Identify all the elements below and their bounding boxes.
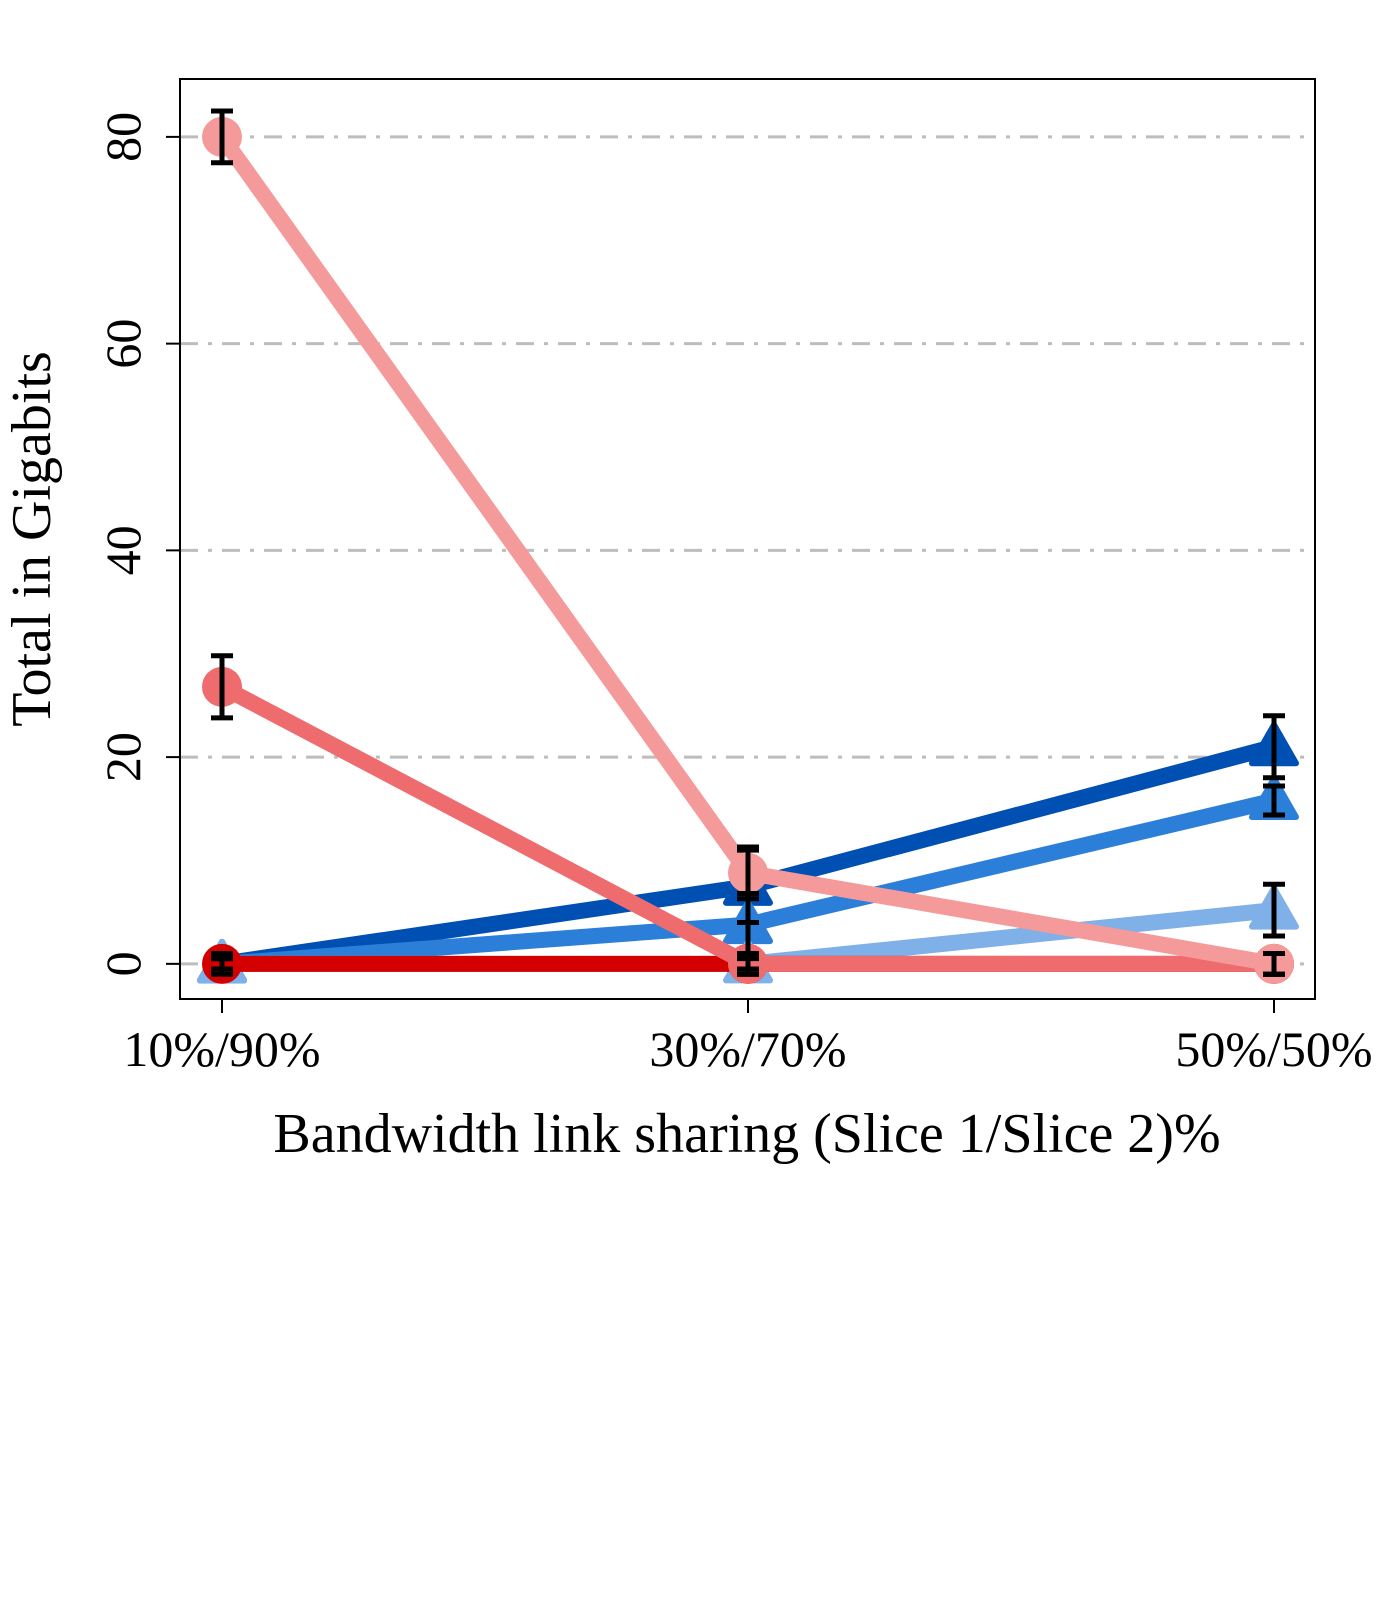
y-tick-label: 20 <box>95 732 151 782</box>
y-tick-label: 0 <box>95 951 151 976</box>
error-bars <box>211 108 1285 977</box>
error-bar <box>1263 783 1285 818</box>
error-bar <box>211 108 233 166</box>
y-axis-title: Total in Gigabits <box>1 351 63 727</box>
error-bar <box>737 844 759 902</box>
error-bar <box>1263 881 1285 939</box>
error-bar <box>737 951 759 977</box>
error-bar <box>1263 713 1285 781</box>
error-bar <box>211 951 233 977</box>
y-tick-label: 40 <box>95 525 151 575</box>
y-tick-label: 80 <box>95 112 151 162</box>
x-tick-label: 10%/90% <box>123 1021 320 1077</box>
x-axis-title: Bandwidth link sharing (Slice 1/Slice 2)… <box>273 1103 1220 1165</box>
x-tick-label: 30%/70% <box>649 1021 846 1077</box>
x-tick-label: 50%/50% <box>1175 1021 1372 1077</box>
y-tick-label: 60 <box>95 319 151 369</box>
grid <box>180 135 1315 966</box>
error-bar <box>211 653 233 721</box>
error-bar <box>1263 951 1285 977</box>
axes: 0 20 40 60 80 10%/90% 30%/70% 50%/50% <box>95 112 1373 1077</box>
